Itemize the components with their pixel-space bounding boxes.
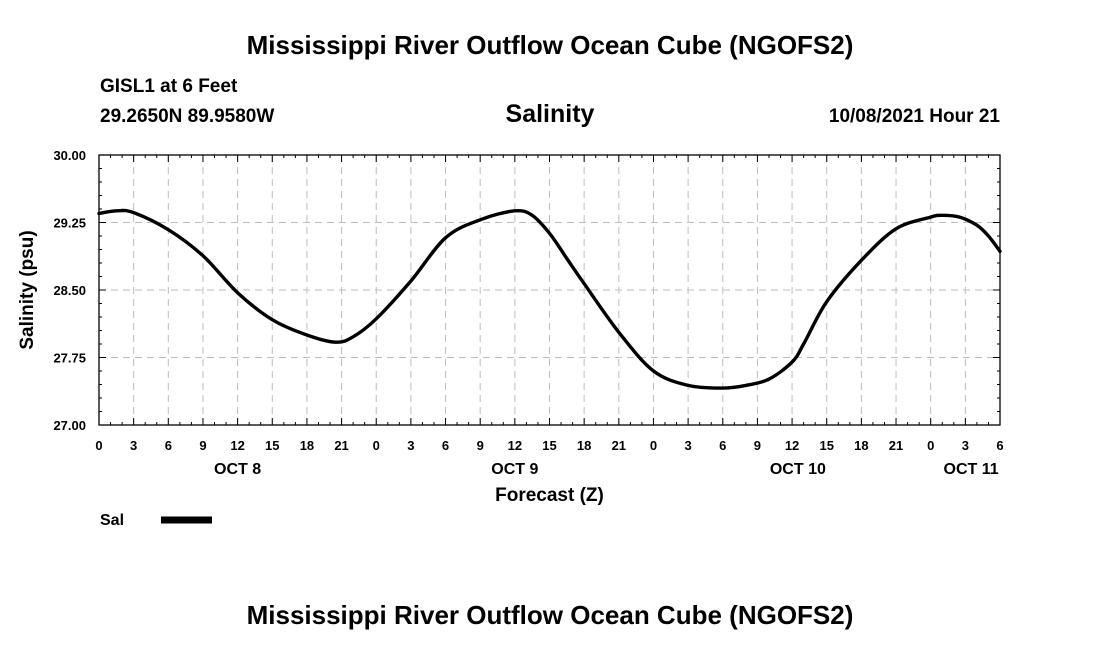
x-tick-label: 6	[442, 438, 449, 453]
x-tick-label: 15	[265, 438, 279, 453]
forecast-timestamp: 10/08/2021 Hour 21	[828, 106, 1000, 127]
x-tick-label: 21	[334, 438, 348, 453]
x-tick-label: 9	[477, 438, 484, 453]
x-tick-label: 21	[889, 438, 903, 453]
x-tick-label: 15	[542, 438, 556, 453]
date-label: OCT 8	[214, 461, 261, 478]
x-tick-label: 3	[407, 438, 414, 453]
x-tick-label: 12	[785, 438, 799, 453]
y-tick-label: 29.25	[53, 216, 86, 231]
x-tick-label: 3	[130, 438, 137, 453]
grid-lines	[99, 155, 1000, 425]
station-name: GISL1 at 6 Feet	[100, 76, 238, 97]
legend: Sal	[100, 512, 212, 529]
x-tick-label: 9	[199, 438, 206, 453]
x-tick-label: 18	[854, 438, 868, 453]
page-title: Mississippi River Outflow Ocean Cube (NG…	[246, 30, 854, 60]
y-tick-label: 30.00	[53, 148, 86, 163]
legend-label-sal: Sal	[100, 512, 124, 529]
x-axis-label: Forecast (Z)	[495, 485, 604, 506]
chart-title: Salinity	[505, 100, 595, 128]
x-tick-label: 9	[754, 438, 761, 453]
x-tick-label: 15	[819, 438, 833, 453]
series-line-sal	[97, 208, 1002, 390]
x-tick-label: 18	[300, 438, 314, 453]
x-tick-label: 0	[650, 438, 657, 453]
date-labels: OCT 8 OCT 9 OCT 10 OCT 11	[214, 461, 999, 478]
x-tick-label: 6	[165, 438, 172, 453]
footer-title: Mississippi River Outflow Ocean Cube (NG…	[246, 600, 854, 630]
plot-frame	[98, 154, 1001, 426]
date-label: OCT 11	[944, 461, 999, 478]
x-tick-label: 12	[230, 438, 244, 453]
date-label: OCT 9	[491, 461, 538, 478]
y-tick-label: 28.50	[53, 283, 86, 298]
date-label: OCT 10	[770, 461, 826, 478]
x-tick-label: 6	[719, 438, 726, 453]
x-tick-label: 21	[612, 438, 626, 453]
x-tick-label: 0	[373, 438, 380, 453]
x-tick-labels: 0 3 6 9 12 15 18 21 0 3 6 9 12 15 18 21 0 3 6 9 12 15 18 21 0 3 6	[95, 438, 1003, 453]
station-coordinates: 29.2650N 89.9580W	[100, 106, 275, 127]
x-tick-label: 18	[577, 438, 591, 453]
x-tick-label: 0	[95, 438, 102, 453]
x-tick-label: 0	[927, 438, 934, 453]
x-tick-label: 3	[962, 438, 969, 453]
y-tick-label: 27.75	[53, 351, 86, 366]
x-tick-label: 6	[996, 438, 1003, 453]
y-tick-labels: 27.00 27.75 28.50 29.25 30.00	[53, 148, 86, 433]
x-tick-label: 12	[508, 438, 522, 453]
y-tick-label: 27.00	[53, 418, 86, 433]
x-tick-label: 3	[684, 438, 691, 453]
y-axis-label: Salinity (psu)	[17, 230, 38, 349]
